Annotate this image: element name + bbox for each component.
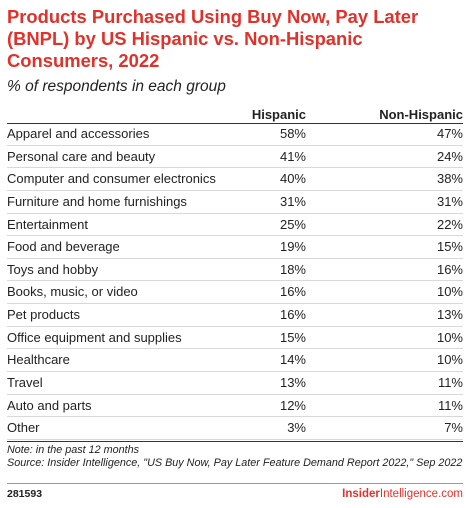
- hispanic-value: 15%: [279, 329, 306, 345]
- bottom-divider: [7, 483, 463, 484]
- row-label: Pet products: [7, 307, 80, 323]
- table-row: Furniture and home furnishings 31% 31%: [7, 191, 463, 214]
- table-row: Entertainment 25% 22%: [7, 214, 463, 237]
- row-label: Entertainment: [7, 216, 88, 232]
- non-hispanic-value: 11%: [437, 375, 463, 391]
- column-header-hispanic: Hispanic: [251, 107, 306, 122]
- row-label: Food and beverage: [7, 239, 120, 255]
- row-label: Other: [7, 420, 40, 436]
- row-label: Auto and parts: [7, 397, 92, 413]
- row-label: Computer and consumer electronics: [7, 171, 216, 187]
- table-row: Healthcare 14% 10%: [7, 349, 463, 373]
- non-hispanic-value: 22%: [436, 216, 463, 232]
- hispanic-value: 19%: [279, 239, 306, 255]
- hispanic-value: 14%: [279, 352, 306, 368]
- non-hispanic-value: 11%: [437, 397, 463, 413]
- hispanic-value: 40%: [279, 171, 306, 187]
- hispanic-value: 41%: [279, 148, 306, 164]
- row-label: Apparel and accessories: [7, 126, 150, 141]
- non-hispanic-value: 15%: [436, 239, 463, 255]
- non-hispanic-value: 31%: [436, 193, 463, 209]
- table-row: Other 3% 7%: [7, 417, 463, 440]
- table-row: Apparel and accessories 58% 47%: [7, 123, 463, 146]
- data-table: Apparel and accessories 58% 47% Personal ca…: [7, 123, 463, 440]
- non-hispanic-value: 10%: [436, 284, 463, 300]
- row-label: Travel: [7, 375, 43, 391]
- table-row: Personal care and beauty 41% 24%: [7, 146, 463, 169]
- row-label: Furniture and home furnishings: [7, 193, 187, 209]
- footer-divider: [7, 441, 463, 442]
- column-header-non-hispanic: Non-Hispanic: [379, 107, 463, 122]
- non-hispanic-value: 10%: [436, 329, 463, 345]
- hispanic-value: 16%: [279, 307, 306, 323]
- table-row: Travel 13% 11%: [7, 372, 463, 395]
- non-hispanic-value: 38%: [436, 171, 463, 187]
- header-divider: [7, 123, 463, 124]
- row-label: Toys and hobby: [7, 261, 99, 277]
- hispanic-value: 25%: [279, 216, 306, 232]
- row-label: Books, music, or video: [7, 284, 138, 300]
- non-hispanic-value: 16%: [436, 261, 463, 277]
- table-row: Books, music, or video 16% 10%: [7, 281, 463, 305]
- table-row: Food and beverage 19% 15%: [7, 236, 463, 259]
- table-row: Auto and parts 12% 11%: [7, 395, 463, 418]
- hispanic-value: 16%: [279, 284, 306, 300]
- source-note: Note: in the past 12 months Source: Insi…: [7, 444, 463, 470]
- table-row: Office equipment and supplies 15% 10%: [7, 327, 463, 350]
- row-label: Personal care and beauty: [7, 148, 156, 164]
- hispanic-value: 18%: [279, 261, 306, 277]
- non-hispanic-value: 24%: [436, 148, 463, 164]
- hispanic-value: 12%: [279, 397, 306, 413]
- chart-id: 281593: [7, 488, 43, 500]
- non-hispanic-value: 13%: [436, 307, 463, 323]
- non-hispanic-value: 7%: [444, 420, 463, 436]
- table-row: Pet products 16% 13%: [7, 304, 463, 327]
- non-hispanic-value: 10%: [436, 352, 463, 368]
- hispanic-value: 31%: [279, 193, 306, 209]
- note-line: Note: in the past 12 months: [7, 444, 140, 456]
- chart-title: Products Purchased Using Buy Now, Pay La…: [7, 6, 419, 71]
- row-label: Healthcare: [7, 352, 70, 368]
- brand-suffix: .com: [438, 488, 463, 500]
- chart-subtitle: % of respondents in each group: [7, 78, 226, 95]
- brand-bold: Insider: [342, 488, 380, 500]
- brand-logo[interactable]: InsiderIntelligence.com: [342, 487, 463, 501]
- hispanic-value: 3%: [287, 420, 306, 436]
- row-label: Office equipment and supplies: [7, 329, 182, 345]
- brand-light: Intelligence: [379, 488, 439, 500]
- hispanic-value: 13%: [279, 375, 306, 391]
- table-row: Toys and hobby 18% 16%: [7, 259, 463, 282]
- hispanic-value: 58%: [279, 126, 306, 141]
- non-hispanic-value: 47%: [436, 126, 463, 141]
- table-row: Computer and consumer electronics 40% 38%: [7, 168, 463, 191]
- source-line: Source: Insider Intelligence, "US Buy No…: [7, 457, 463, 469]
